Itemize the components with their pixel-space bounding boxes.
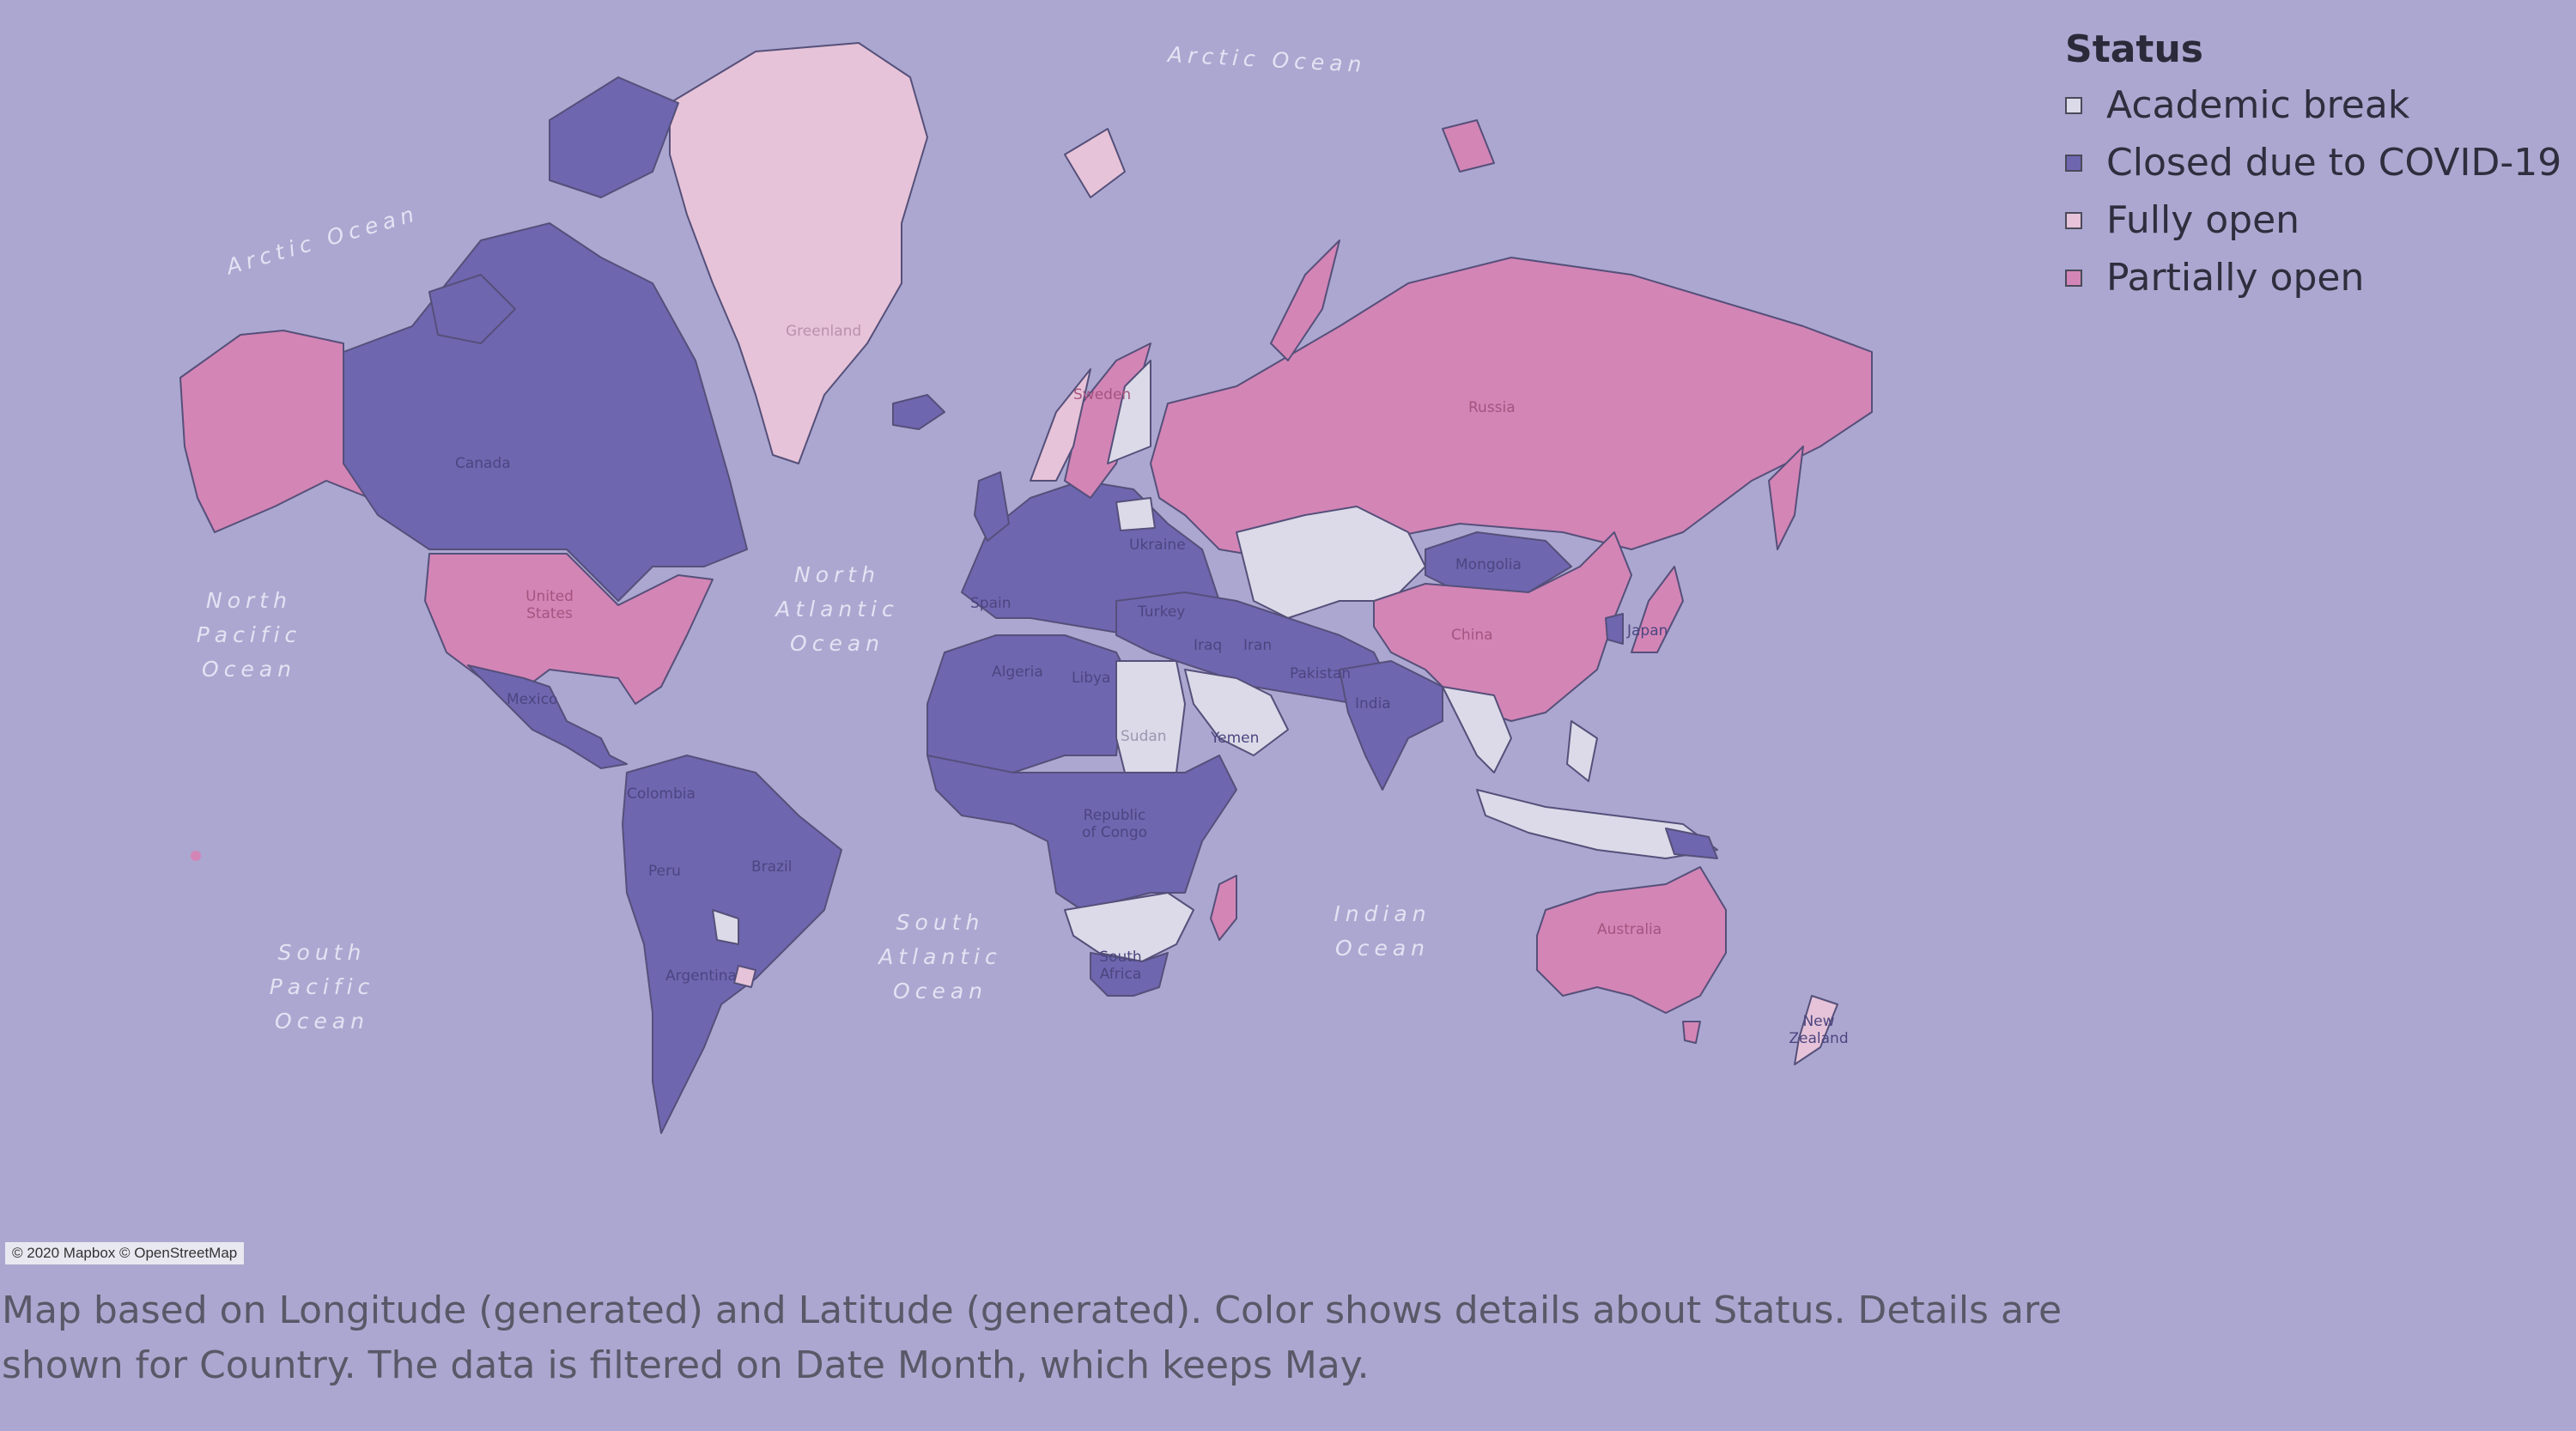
country-label-south-africa: South Africa bbox=[1099, 949, 1142, 983]
country-madagascar[interactable] bbox=[1210, 875, 1237, 941]
legend: Status Academic break Closed due to COVI… bbox=[2065, 27, 2561, 306]
map-canvas[interactable] bbox=[0, 0, 1992, 1270]
country-canada[interactable] bbox=[343, 222, 748, 602]
legend-swatch bbox=[2065, 211, 2082, 229]
country-south-africa[interactable] bbox=[1090, 952, 1169, 997]
country-novaya-zemlya[interactable] bbox=[1270, 240, 1340, 361]
legend-label: Fully open bbox=[2106, 198, 2300, 242]
country-se-asia[interactable] bbox=[1442, 686, 1512, 773]
country-label-brazil: Brazil bbox=[751, 858, 793, 876]
country-saudi-arabia[interactable] bbox=[1184, 669, 1289, 756]
legend-label: Academic break bbox=[2106, 83, 2410, 127]
country-paraguay[interactable] bbox=[712, 909, 739, 945]
ocean-label-south-pacific: South Pacific Ocean bbox=[269, 940, 375, 1034]
legend-swatch bbox=[2065, 269, 2082, 287]
ocean-label-north-atlantic: North Atlantic Ocean bbox=[775, 562, 899, 656]
country-finland[interactable] bbox=[1107, 360, 1151, 464]
country-label-pakistan: Pakistan bbox=[1290, 665, 1352, 682]
country-svalbard[interactable] bbox=[1064, 128, 1126, 198]
country-franz-josef[interactable] bbox=[1442, 119, 1495, 173]
country-label-china: China bbox=[1451, 627, 1493, 644]
country-southern-africa[interactable] bbox=[1064, 892, 1194, 962]
country-label-mexico: Mexico bbox=[507, 691, 558, 708]
country-label-new-zealand: New Zealand bbox=[1789, 1013, 1849, 1047]
country-label-mongolia: Mongolia bbox=[1455, 556, 1522, 573]
map-caption: Map based on Longitude (generated) and L… bbox=[2, 1289, 2063, 1387]
legend-item-academic-break[interactable]: Academic break bbox=[2065, 76, 2561, 134]
country-norway[interactable] bbox=[1030, 368, 1091, 482]
country-label-greenland: Greenland bbox=[786, 323, 862, 340]
country-belarus[interactable] bbox=[1115, 497, 1156, 531]
country-india[interactable] bbox=[1339, 660, 1443, 791]
world-map[interactable]: Arctic Ocean Arctic Ocean North Pacific … bbox=[0, 0, 1992, 1270]
map-attribution[interactable]: © 2020 Mapbox © OpenStreetMap bbox=[5, 1242, 245, 1264]
country-label-peru: Peru bbox=[648, 863, 681, 880]
country-north-africa[interactable] bbox=[927, 634, 1126, 773]
country-label-ukraine: Ukraine bbox=[1129, 537, 1186, 554]
country-philippines[interactable] bbox=[1566, 720, 1598, 782]
country-canada-islands[interactable] bbox=[549, 76, 679, 198]
country-papua[interactable] bbox=[1665, 828, 1718, 859]
country-label-canada: Canada bbox=[455, 455, 511, 472]
country-label-united-states: United States bbox=[526, 588, 574, 622]
legend-item-partially-open[interactable]: Partially open bbox=[2065, 249, 2561, 306]
country-new-zealand[interactable] bbox=[1794, 995, 1838, 1065]
country-label-yemen: Yemen bbox=[1211, 730, 1260, 747]
country-label-sudan: Sudan bbox=[1121, 728, 1167, 745]
country-hawaii[interactable] bbox=[191, 851, 201, 861]
country-label-iran: Iran bbox=[1243, 637, 1273, 654]
country-iceland[interactable] bbox=[892, 394, 945, 430]
country-label-libya: Libya bbox=[1072, 670, 1111, 687]
country-label-sweden: Sweden bbox=[1073, 386, 1132, 403]
country-central-africa[interactable] bbox=[927, 755, 1237, 911]
country-label-australia: Australia bbox=[1597, 921, 1662, 938]
country-label-republic-of-congo: Republic of Congo bbox=[1081, 807, 1148, 841]
country-label-algeria: Algeria bbox=[992, 664, 1043, 681]
country-label-turkey: Turkey bbox=[1138, 603, 1186, 621]
country-mongolia[interactable] bbox=[1425, 531, 1572, 593]
country-japan[interactable] bbox=[1631, 566, 1684, 653]
country-china[interactable] bbox=[1373, 531, 1632, 722]
country-korea[interactable] bbox=[1605, 613, 1624, 645]
legend-title: Status bbox=[2065, 27, 2203, 71]
country-label-iraq: Iraq bbox=[1194, 637, 1223, 654]
country-canada-islands-2[interactable] bbox=[428, 274, 516, 344]
country-kazakhstan[interactable] bbox=[1236, 506, 1426, 619]
country-label-japan: Japan bbox=[1627, 622, 1668, 640]
country-uk[interactable] bbox=[974, 471, 1010, 542]
country-label-russia: Russia bbox=[1468, 399, 1516, 416]
legend-swatch bbox=[2065, 154, 2082, 172]
country-united-states[interactable] bbox=[424, 553, 714, 705]
country-mexico[interactable] bbox=[467, 664, 628, 769]
country-egypt-sudan[interactable] bbox=[1115, 660, 1186, 773]
country-label-colombia: Colombia bbox=[627, 785, 696, 803]
country-label-india: India bbox=[1355, 695, 1391, 712]
ocean-label-north-pacific: North Pacific Ocean bbox=[196, 588, 302, 682]
ocean-label-indian: Indian Ocean bbox=[1334, 901, 1431, 961]
country-tasmania[interactable] bbox=[1682, 1021, 1701, 1044]
country-uruguay[interactable] bbox=[733, 965, 756, 988]
legend-label: Closed due to COVID-19 bbox=[2106, 141, 2562, 185]
country-label-spain: Spain bbox=[970, 595, 1012, 612]
legend-label: Partially open bbox=[2106, 256, 2365, 300]
country-south-america[interactable] bbox=[622, 755, 842, 1134]
country-kamchatka[interactable] bbox=[1768, 446, 1804, 550]
country-australia[interactable] bbox=[1536, 866, 1727, 1014]
legend-item-closed[interactable]: Closed due to COVID-19 bbox=[2065, 134, 2561, 191]
country-label-argentina: Argentina bbox=[665, 967, 737, 985]
country-alaska[interactable] bbox=[179, 330, 370, 533]
legend-swatch bbox=[2065, 96, 2082, 114]
legend-item-fully-open[interactable]: Fully open bbox=[2065, 191, 2561, 249]
ocean-label-south-atlantic: South Atlantic Ocean bbox=[878, 910, 1002, 1004]
country-greenland[interactable] bbox=[669, 42, 928, 464]
